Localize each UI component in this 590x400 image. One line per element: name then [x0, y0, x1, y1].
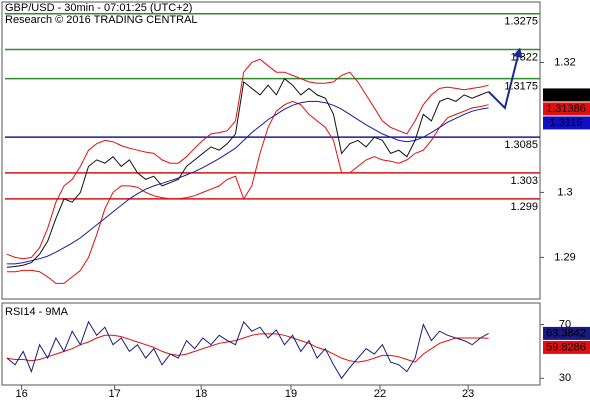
series-line	[6, 77, 489, 268]
series-line	[6, 320, 489, 380]
level-label: 1.322	[510, 51, 538, 63]
series-line	[6, 100, 489, 265]
rsi-title: RSI14 - 9MA	[5, 306, 69, 318]
projection-arrow	[487, 47, 523, 110]
level-label: 1.3085	[504, 139, 538, 151]
x-tick-label: 23	[462, 388, 474, 400]
series-line	[6, 58, 489, 260]
price-tag-label: 1.31386	[546, 103, 586, 115]
price-tag-label: 1.315	[552, 89, 580, 101]
price-tag-label: 1.3116	[550, 117, 583, 129]
level-label: 1.299	[510, 201, 538, 213]
chart-title: GBP/USD - 30min - 07:01:25 (UTC+2)	[5, 2, 192, 14]
series-line	[6, 100, 489, 284]
price-tag-label: 59.8286	[546, 341, 586, 353]
level-label: 1.303	[510, 175, 538, 187]
price-tag	[543, 116, 590, 130]
main-panel	[1, 1, 541, 300]
series-line	[6, 333, 489, 363]
y-tick-label: 1.3	[557, 186, 572, 198]
price-tag	[543, 340, 590, 354]
x-tick-label: 16	[15, 388, 27, 400]
x-tick-label: 18	[195, 388, 207, 400]
x-tick-label: 17	[109, 388, 121, 400]
price-tag-label: 63.3842	[546, 327, 586, 339]
y-tick-label: 1.29	[554, 251, 575, 263]
level-label: 1.3275	[504, 16, 538, 28]
price-tag	[543, 88, 590, 102]
x-tick-label: 22	[374, 388, 386, 400]
price-tag	[543, 326, 590, 340]
x-tick-label: 19	[285, 388, 297, 400]
y-tick-label: 30	[559, 372, 571, 384]
level-label: 1.3175	[504, 81, 538, 93]
y-tick-label: 1.32	[554, 56, 575, 68]
price-tag	[543, 102, 590, 116]
rsi-panel	[1, 302, 541, 386]
chart-subtitle: Research © 2016 TRADING CENTRAL	[5, 14, 198, 26]
